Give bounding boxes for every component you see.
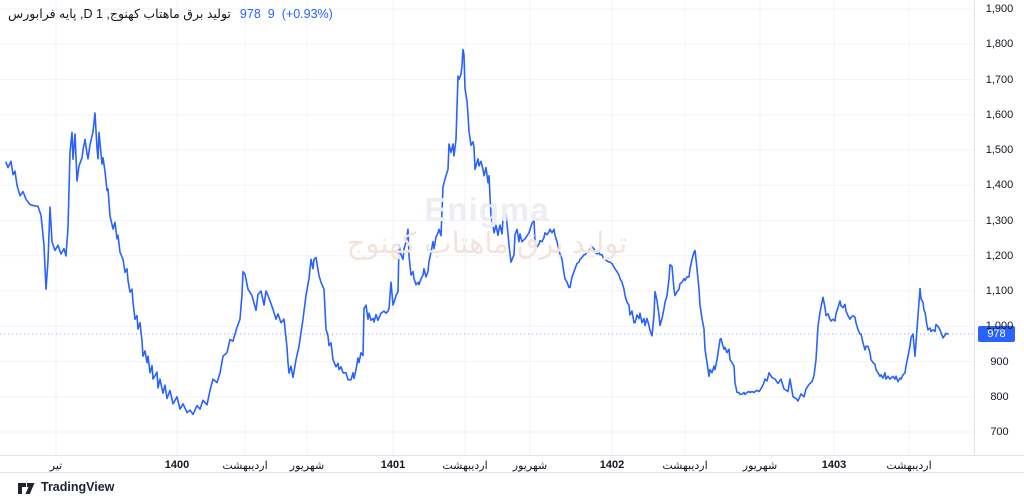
- price-axis-label: 1,800: [985, 38, 1014, 51]
- time-axis-month-label: اردیبهشت: [886, 460, 932, 472]
- price-axis-label: 1,500: [985, 144, 1014, 156]
- price-axis-label: 800: [990, 390, 1009, 403]
- tradingview-logo-icon[interactable]: [18, 480, 35, 495]
- time-axis-year-label: 1403: [821, 459, 847, 471]
- legend-values: 978 9 (+0.93%): [240, 7, 333, 21]
- legend: پایه فرابورس ,D تولید برق ماهتاب کهنوج, …: [8, 6, 333, 22]
- price-axis-label: 1,400: [985, 179, 1014, 192]
- price-axis-label: 700: [990, 426, 1009, 438]
- brand-bar: TradingView: [0, 474, 1024, 500]
- time-axis-year-label: 1400: [164, 459, 190, 471]
- time-axis-month-label: اردیبهشت: [662, 460, 708, 472]
- time-axis-month-label: شهریور: [512, 460, 548, 472]
- symbol-title[interactable]: پایه فرابورس ,D تولید برق ماهتاب کهنوج, …: [8, 7, 231, 21]
- price-axis-label: 1,700: [985, 73, 1014, 86]
- price-axis[interactable]: 978 1,900 1,800 1,700 1,600 1,500 1,400 1,300 1…: [974, 0, 1024, 473]
- price-change-value: 9: [267, 6, 275, 21]
- time-axis-month-label: شهریور: [289, 460, 325, 472]
- price-axis-label: 1,200: [985, 249, 1014, 262]
- price-change-percent: (+0.93%): [281, 6, 333, 21]
- time-axis[interactable]: تیر 1400 اردیبهشت شهریور 1401 اردیبهشت شهریور 1…: [0, 455, 1024, 473]
- time-axis-year-label: 1402: [599, 459, 625, 471]
- time-axis-month-label: اردیبهشت: [442, 460, 488, 472]
- price-axis-label: 1,000: [985, 320, 1014, 333]
- time-axis-month-label: شهریور: [742, 460, 778, 472]
- price-axis-label: 1,100: [985, 285, 1014, 297]
- time-axis-year-label: 1401: [380, 459, 406, 471]
- price-axis-label: 1,600: [985, 108, 1014, 121]
- time-axis-month-label: اردیبهشت: [222, 460, 268, 472]
- tradingview-logo-text[interactable]: TradingView: [41, 480, 115, 494]
- last-price-badge: 978: [978, 326, 1015, 342]
- time-axis-month-label: تیر: [49, 460, 63, 472]
- last-price-value: 978: [239, 6, 261, 21]
- price-axis-label: 900: [990, 355, 1009, 368]
- chart-plot-area[interactable]: Enigma تولید برق ماهتاب کهنوج پایه فرابو…: [0, 0, 974, 455]
- price-axis-label: 1,900: [985, 3, 1014, 15]
- price-axis-label: 1,300: [985, 214, 1014, 227]
- price-series-chart: [0, 0, 974, 455]
